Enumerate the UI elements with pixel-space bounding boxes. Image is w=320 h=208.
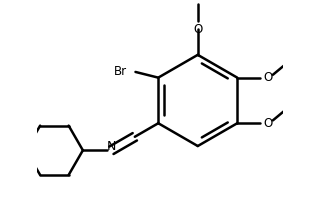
Text: Br: Br xyxy=(114,66,127,78)
Text: O: O xyxy=(264,71,273,84)
Text: O: O xyxy=(264,117,273,130)
Text: O: O xyxy=(193,23,202,36)
Text: N: N xyxy=(107,140,116,153)
